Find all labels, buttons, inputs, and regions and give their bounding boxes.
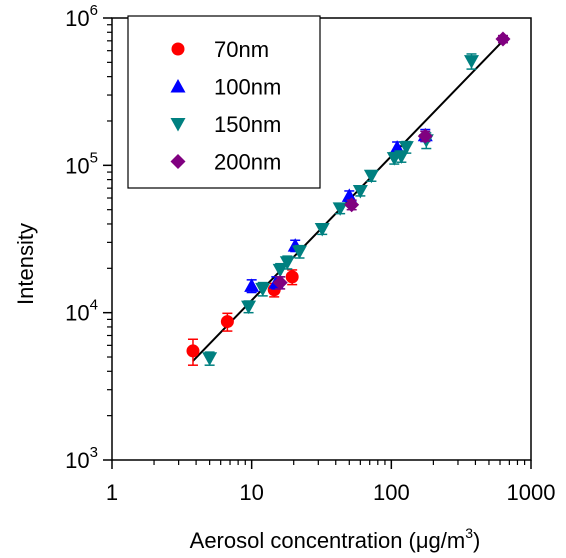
legend-label: 70nm — [214, 37, 269, 62]
data-point — [389, 140, 405, 154]
data-point — [220, 315, 234, 329]
series-200nm — [272, 31, 511, 291]
data-point — [398, 141, 414, 155]
legend-marker — [170, 79, 186, 93]
x-axis-label-sup: 3 — [465, 525, 473, 541]
x-tick-label: 100 — [373, 480, 410, 505]
x-axis-label-main: Aerosol concentration (μg/m — [190, 528, 466, 553]
legend-marker — [170, 118, 186, 132]
y-tick-exp: 3 — [90, 444, 98, 461]
data-point — [279, 256, 295, 270]
x-tick-label: 10 — [239, 480, 263, 505]
data-point — [344, 197, 360, 213]
y-tick-label: 104 — [65, 297, 98, 326]
data-point — [341, 188, 357, 202]
y-tick-base: 10 — [65, 6, 89, 31]
data-points-layer — [186, 31, 511, 366]
legend-box — [127, 15, 321, 189]
y-tick-base: 10 — [65, 448, 89, 473]
data-point — [291, 245, 307, 260]
data-point — [417, 128, 433, 144]
legend-label: 100nm — [214, 75, 281, 100]
x-axis: 1 10 100 1000 — [106, 460, 556, 505]
y-tick-exp: 5 — [90, 149, 98, 166]
data-point — [272, 263, 288, 278]
legend-marker — [171, 42, 185, 56]
y-tick-label: 103 — [65, 444, 98, 473]
plot-frame — [111, 17, 532, 461]
data-point — [241, 300, 257, 315]
y-tick-label: 106 — [65, 2, 98, 31]
x-tick-label: 1000 — [507, 480, 556, 505]
data-point — [363, 169, 379, 184]
data-point — [244, 278, 260, 292]
data-point — [285, 270, 299, 284]
legend: 70nm 100nm 150nm 200nm — [127, 15, 321, 189]
legend-marker — [170, 154, 186, 169]
y-axis-label: Intensity — [13, 223, 38, 305]
data-point — [314, 222, 330, 237]
y-tick-exp: 4 — [90, 297, 98, 314]
legend-label: 200nm — [214, 150, 281, 175]
x-axis-label: Aerosol concentration (μg/m3) — [190, 525, 481, 553]
y-tick-base: 10 — [65, 153, 89, 178]
data-point — [352, 184, 368, 199]
data-point — [495, 31, 511, 47]
y-tick-exp: 6 — [90, 2, 98, 19]
x-axis-label-end: ) — [473, 528, 480, 553]
x-tick-label: 1 — [106, 480, 118, 505]
data-point — [464, 55, 480, 69]
plot-border — [111, 17, 532, 461]
data-point — [186, 344, 200, 358]
legend-label: 150nm — [214, 112, 281, 137]
series-150nm — [202, 53, 480, 366]
data-point — [272, 275, 288, 291]
y-tick-base: 10 — [65, 301, 89, 326]
data-point — [332, 202, 348, 216]
data-point — [202, 352, 218, 366]
data-point — [255, 282, 271, 297]
y-tick-label: 105 — [65, 149, 98, 178]
